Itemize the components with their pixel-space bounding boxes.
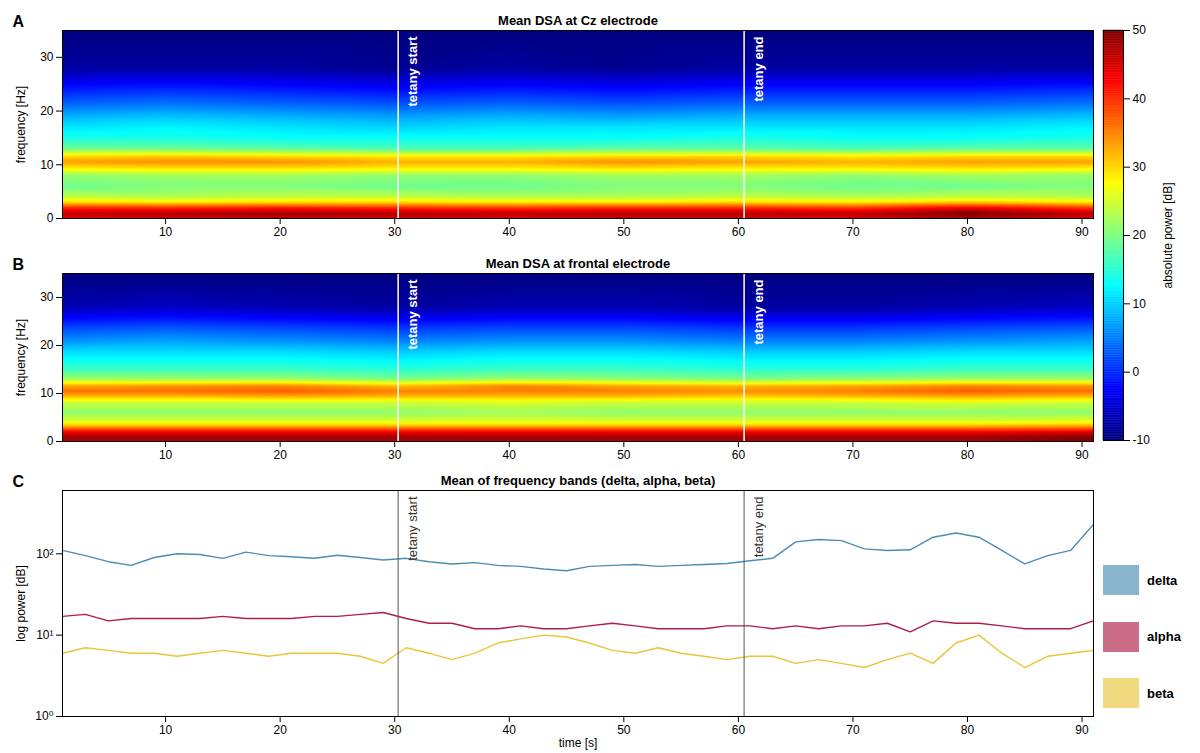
svg-text:Mean of frequency bands (delta: Mean of frequency bands (delta, alpha, b… — [441, 473, 716, 488]
svg-text:0: 0 — [47, 434, 54, 448]
svg-text:50: 50 — [617, 225, 631, 239]
svg-text:40: 40 — [1133, 92, 1147, 106]
svg-text:20: 20 — [1133, 228, 1147, 242]
svg-text:50: 50 — [617, 723, 631, 737]
svg-text:Mean DSA at frontal electrode: Mean DSA at frontal electrode — [486, 256, 670, 271]
svg-text:30: 30 — [388, 225, 402, 239]
svg-text:A: A — [13, 13, 25, 30]
svg-text:50: 50 — [617, 448, 631, 462]
svg-text:70: 70 — [846, 448, 860, 462]
svg-text:30: 30 — [40, 50, 54, 64]
svg-text:10¹: 10¹ — [36, 628, 53, 642]
svg-text:90: 90 — [1075, 448, 1089, 462]
svg-text:80: 80 — [961, 225, 975, 239]
svg-text:20: 20 — [273, 225, 287, 239]
svg-text:20: 20 — [273, 723, 287, 737]
svg-text:60: 60 — [732, 448, 746, 462]
svg-text:20: 20 — [40, 104, 54, 118]
svg-text:40: 40 — [503, 225, 517, 239]
svg-text:80: 80 — [961, 723, 975, 737]
svg-text:60: 60 — [732, 723, 746, 737]
svg-text:tetany start: tetany start — [405, 279, 420, 350]
svg-text:absolute power [dB]: absolute power [dB] — [1161, 182, 1175, 288]
svg-text:40: 40 — [503, 723, 517, 737]
html-text:delta: delta — [1147, 572, 1178, 588]
svg-text:40: 40 — [503, 448, 517, 462]
svg-text:10: 10 — [40, 386, 54, 400]
svg-text:10: 10 — [159, 225, 173, 239]
svg-text:90: 90 — [1075, 225, 1089, 239]
svg-text:C: C — [13, 473, 25, 490]
svg-text:10: 10 — [1133, 297, 1147, 311]
svg-text:70: 70 — [846, 723, 860, 737]
svg-text:10: 10 — [40, 158, 54, 172]
svg-text:frequency [Hz]: frequency [Hz] — [14, 319, 28, 396]
svg-text:20: 20 — [40, 338, 54, 352]
html-text:alpha: alpha — [1147, 629, 1181, 645]
svg-text:B: B — [13, 256, 25, 273]
svg-text:20: 20 — [273, 448, 287, 462]
svg-text:70: 70 — [846, 225, 860, 239]
svg-text:30: 30 — [1133, 160, 1147, 174]
html-text:beta: beta — [1147, 685, 1174, 701]
svg-text:log power [dB]: log power [dB] — [14, 565, 28, 642]
svg-text:10: 10 — [159, 723, 173, 737]
svg-text:60: 60 — [732, 225, 746, 239]
svg-text:0: 0 — [1133, 365, 1140, 379]
svg-text:80: 80 — [961, 448, 975, 462]
svg-text:-10: -10 — [1133, 433, 1151, 447]
svg-text:10²: 10² — [36, 547, 53, 561]
svg-text:10: 10 — [159, 448, 173, 462]
svg-text:tetany end: tetany end — [751, 36, 766, 101]
svg-text:Mean DSA at Cz electrode: Mean DSA at Cz electrode — [498, 13, 658, 28]
svg-text:10⁰: 10⁰ — [35, 709, 53, 723]
svg-text:30: 30 — [40, 290, 54, 304]
svg-text:tetany start: tetany start — [405, 496, 420, 561]
svg-text:50: 50 — [1133, 23, 1147, 37]
svg-text:frequency [Hz]: frequency [Hz] — [14, 86, 28, 163]
svg-text:30: 30 — [388, 448, 402, 462]
svg-text:90: 90 — [1075, 723, 1089, 737]
svg-text:tetany end: tetany end — [751, 279, 766, 344]
svg-text:time [s]: time [s] — [559, 736, 598, 750]
svg-text:0: 0 — [47, 211, 54, 225]
svg-text:30: 30 — [388, 723, 402, 737]
svg-text:tetany end: tetany end — [751, 497, 766, 558]
svg-text:tetany start: tetany start — [405, 36, 420, 107]
